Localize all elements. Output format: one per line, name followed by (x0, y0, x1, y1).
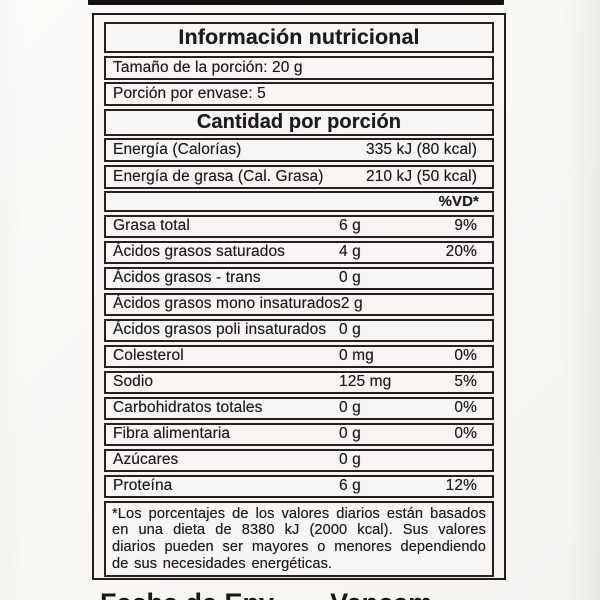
daily-values-footnote: *Los porcentajes de los valores diarios … (104, 500, 494, 577)
top-clipped-bar (88, 0, 504, 5)
nutrient-amount: 4 g (339, 243, 361, 261)
nutrient-row-total-fat: Grasa total 6 g 9% (104, 214, 494, 238)
nutrient-amount: 0 g (339, 425, 361, 443)
nutrient-name: Ácidos grasos mono insaturados (113, 295, 341, 313)
nutrient-dv: 5% (454, 373, 477, 391)
nutrient-name: Ácidos grasos - trans (113, 269, 261, 287)
nutrient-row-total-carbohydrate: Carbohidratos totales 0 g 0% (104, 396, 494, 420)
nutrition-label: Información nutricional Tamaño de la por… (92, 13, 506, 580)
nutrient-amount: 0 g (339, 321, 361, 339)
nutrient-row-sodium: Sodio 125 mg 5% (104, 370, 494, 394)
energy-value: 335 kJ (80 kcal) (365, 141, 477, 158)
energy-fat-value: 210 kJ (50 kcal) (365, 167, 477, 185)
nutrient-name: Ácidos grasos poli insaturados (113, 321, 327, 339)
nutrient-row-trans-fat: Ácidos grasos - trans 0 g (104, 266, 494, 290)
nutrient-name: Azúcares (113, 451, 179, 469)
nutrient-row-dietary-fiber: Fibra alimentaria 0 g 0% (104, 422, 494, 446)
nutrient-amount: 2 g (340, 295, 363, 313)
energy-row: Energía (Calorías) 335 kJ (80 kcal) (104, 138, 494, 162)
nutrient-name: Proteína (113, 477, 173, 495)
nutrient-dv: 20% (445, 243, 477, 261)
nutrient-amount: 0 g (339, 399, 361, 417)
nutrient-name: Sodio (113, 373, 154, 391)
nutrient-name: Ácidos grasos saturados (113, 243, 286, 261)
nutrient-dv: 0% (454, 347, 477, 365)
serving-size-row: Tamaño de la porción: 20 g (104, 55, 494, 80)
nutrient-name: Fibra alimentaria (113, 425, 231, 443)
daily-value-header-row: %VD* (104, 191, 494, 212)
nutrient-row-saturated-fat: Ácidos grasos saturados 4 g 20% (104, 240, 494, 264)
servings-per-container-row: Porción por envase: 5 (104, 82, 494, 106)
nutrient-amount: 6 g (339, 217, 361, 235)
nutrient-name: Grasa total (113, 217, 190, 235)
nutrient-row-protein: Proteína 6 g 12% (104, 474, 494, 498)
label-title: Información nutricional (104, 22, 494, 53)
label-title-text: Información nutricional (178, 25, 420, 49)
serving-size-text: Tamaño de la porción: 20 g (113, 58, 303, 76)
nutrient-dv: 12% (445, 477, 477, 495)
nutrient-dv: 0% (454, 425, 477, 443)
nutrient-row-sugars: Azúcares 0 g (104, 448, 494, 472)
nutrient-amount: 125 mg (339, 373, 392, 391)
energy-fat-row: Energía de grasa (Cal. Grasa) 210 kJ (50… (104, 164, 494, 189)
nutrient-amount: 0 g (339, 451, 361, 469)
clipped-footer-text: Fecha de Env Vencem (100, 588, 510, 600)
nutrient-dv: 9% (454, 217, 477, 235)
nutrient-amount: 6 g (339, 477, 361, 495)
amount-per-serving-header: Cantidad por porción (104, 108, 494, 136)
energy-fat-label: Energía de grasa (Cal. Grasa) (113, 167, 324, 185)
nutrient-row-monounsaturated-fat: Ácidos grasos mono insaturados 2 g (104, 292, 494, 316)
energy-label: Energía (Calorías) (113, 141, 242, 158)
nutrient-row-cholesterol: Colesterol 0 mg 0% (104, 344, 494, 368)
nutrient-row-polyunsaturated-fat: Ácidos grasos poli insaturados 0 g (104, 318, 494, 342)
nutrient-name: Carbohidratos totales (113, 399, 263, 417)
daily-value-header-text: %VD* (438, 193, 479, 210)
clipped-footer-left: Fecha de Env (100, 588, 274, 600)
nutrient-name: Colesterol (113, 347, 184, 365)
nutrient-amount: 0 mg (339, 347, 374, 365)
nutrient-amount: 0 g (339, 269, 361, 287)
clipped-footer-right: Vencem (330, 588, 432, 600)
nutrient-dv: 0% (454, 399, 477, 417)
amount-per-serving-text: Cantidad por porción (196, 110, 402, 133)
servings-per-container-text: Porción por envase: 5 (113, 85, 266, 102)
